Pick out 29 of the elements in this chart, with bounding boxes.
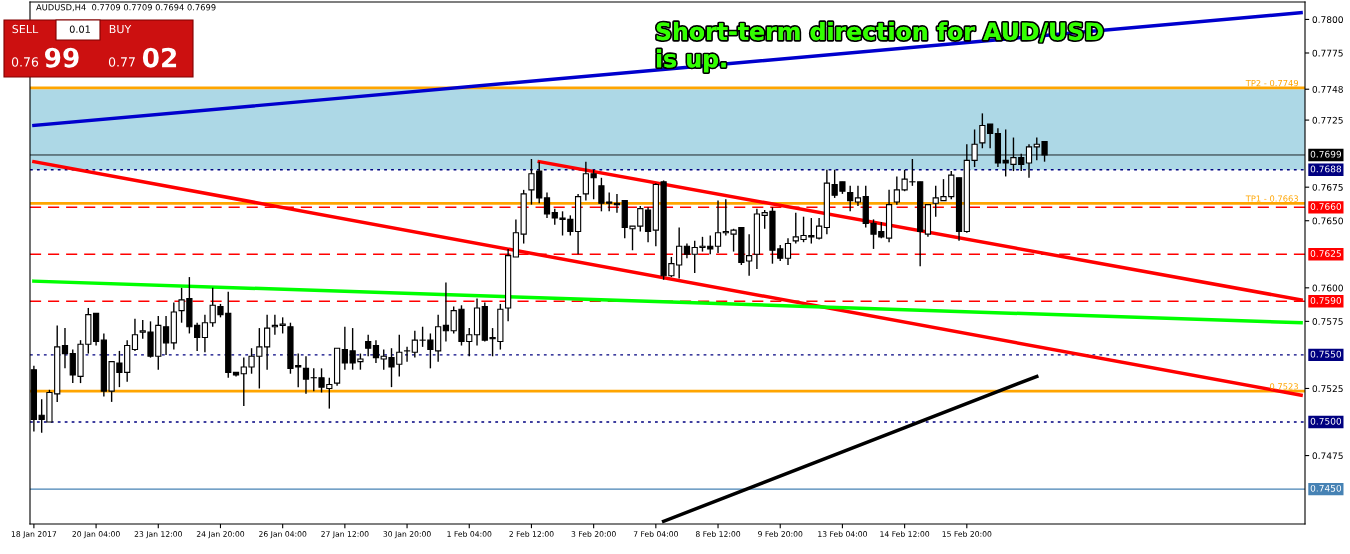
y-tick-label: 0.7650 — [1312, 217, 1343, 225]
annotation: 99 — [45, 47, 79, 68]
ref-line-label: 0.7660 — [1310, 203, 1342, 210]
ref-line-label: 0.7550 — [1310, 350, 1342, 358]
ref-line-label: 0.7450 — [1310, 484, 1342, 492]
annotation: TP1 - 0.7663 — [1245, 195, 1298, 202]
annotation: TP2 - 0.7749 — [1245, 79, 1299, 87]
annotation: 0.7523 — [1270, 383, 1298, 390]
annotation: 02 — [142, 47, 177, 68]
annotation: 0.01 — [69, 25, 90, 33]
y-tick-label: 0.7575 — [1312, 318, 1343, 325]
ref-line-label: 0.7500 — [1310, 417, 1342, 425]
y-tick-label: 0.7675 — [1312, 183, 1343, 191]
annotation: 0.76 — [11, 57, 39, 67]
y-tick-label: 0.7475 — [1312, 452, 1343, 460]
y-tick-label: 0.7775 — [1312, 49, 1343, 57]
y-tick-label: 0.7725 — [1312, 116, 1343, 124]
y-tick-label: 0.7600 — [1312, 284, 1343, 292]
annotation: BUY — [109, 24, 132, 34]
ref-line-label: 0.7625 — [1310, 250, 1341, 257]
y-tick-label: 0.7748 — [1312, 85, 1343, 93]
annotation: 0.77 — [108, 57, 135, 67]
chart-title: AUDUSD,H4 0.7709 0.7709 0.7694 0.7699 — [36, 4, 216, 12]
ref-line-label: 0.7590 — [1310, 297, 1342, 304]
ref-line-label: 0.7688 — [1310, 165, 1342, 173]
y-tick-label: 0.7800 — [1312, 16, 1343, 23]
ref-line-label: 0.7699 — [1310, 150, 1342, 158]
annotation: SELL — [12, 24, 39, 34]
y-tick-label: 0.7525 — [1312, 385, 1343, 393]
